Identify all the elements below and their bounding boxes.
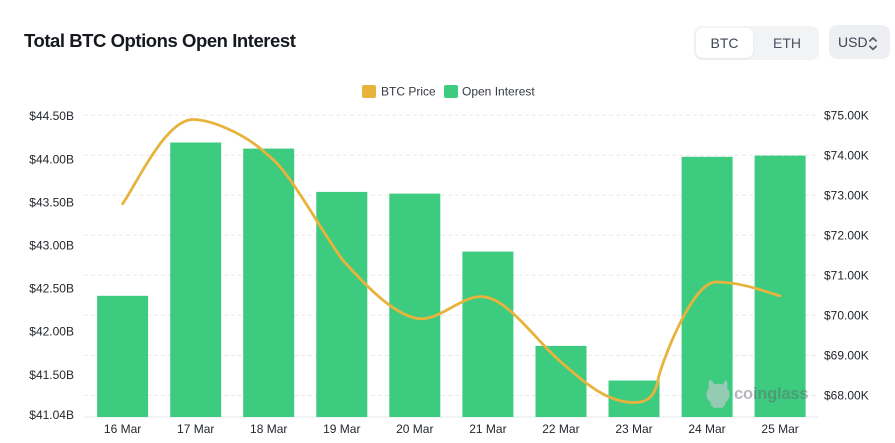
svg-text:$72.00K: $72.00K <box>824 229 869 243</box>
svg-text:$41.50B: $41.50B <box>29 368 74 382</box>
svg-text:$75.00K: $75.00K <box>824 109 869 123</box>
svg-text:$44.00B: $44.00B <box>29 152 74 166</box>
svg-text:21 Mar: 21 Mar <box>469 422 506 436</box>
svg-text:coinglass: coinglass <box>734 385 808 403</box>
svg-text:22 Mar: 22 Mar <box>542 422 579 436</box>
svg-text:$68.00K: $68.00K <box>824 389 869 403</box>
svg-text:$41.04B: $41.04B <box>29 408 74 422</box>
svg-text:$69.00K: $69.00K <box>824 349 869 363</box>
svg-text:$42.50B: $42.50B <box>29 282 74 296</box>
svg-text:18 Mar: 18 Mar <box>250 422 287 436</box>
svg-text:$71.00K: $71.00K <box>824 269 869 283</box>
svg-text:$44.50B: $44.50B <box>29 109 74 123</box>
svg-text:BTC Price: BTC Price <box>381 85 436 99</box>
svg-text:24 Mar: 24 Mar <box>688 422 725 436</box>
svg-text:16 Mar: 16 Mar <box>104 422 141 436</box>
svg-text:$70.00K: $70.00K <box>824 309 869 323</box>
svg-text:$43.00B: $43.00B <box>29 239 74 253</box>
svg-text:$73.00K: $73.00K <box>824 189 869 203</box>
svg-text:25 Mar: 25 Mar <box>761 422 798 436</box>
svg-text:20 Mar: 20 Mar <box>396 422 433 436</box>
svg-text:$42.00B: $42.00B <box>29 325 74 339</box>
svg-text:$43.50B: $43.50B <box>29 195 74 209</box>
svg-text:17 Mar: 17 Mar <box>177 422 214 436</box>
svg-text:$74.00K: $74.00K <box>824 149 869 163</box>
svg-text:19 Mar: 19 Mar <box>323 422 360 436</box>
svg-text:23 Mar: 23 Mar <box>615 422 652 436</box>
svg-text:Open Interest: Open Interest <box>462 85 535 99</box>
